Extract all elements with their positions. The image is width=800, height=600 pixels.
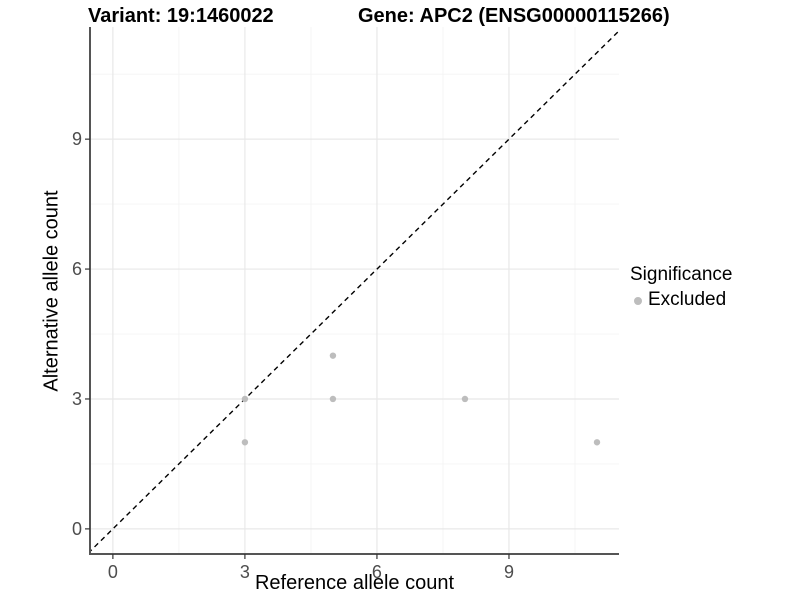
- legend: Significance Excluded: [630, 264, 732, 311]
- x-tick-label: 0: [108, 562, 118, 582]
- y-tick-label: 9: [72, 129, 82, 149]
- y-tick-label: 3: [72, 389, 82, 409]
- y-axis-title: Alternative allele count: [40, 190, 63, 392]
- legend-item-excluded: Excluded: [630, 289, 732, 311]
- variant-title: Variant: 19:1460022: [88, 5, 274, 27]
- legend-key-dot: [634, 296, 642, 305]
- data-point: [329, 352, 337, 359]
- x-axis-title: Reference allele count: [254, 572, 454, 594]
- x-tick-label: 6: [372, 562, 382, 582]
- legend-item-label: Excluded: [648, 289, 727, 310]
- data-point: [329, 395, 337, 403]
- y-tick-label: 0: [72, 519, 82, 539]
- x-tick-label: 3: [240, 562, 250, 582]
- data-point: [593, 439, 601, 446]
- y-tick-label: 6: [72, 259, 82, 279]
- data-point: [241, 395, 249, 403]
- data-point: [461, 395, 469, 403]
- legend-title: Significance: [630, 264, 733, 285]
- data-point: [241, 439, 249, 446]
- x-tick-label: 9: [504, 562, 514, 582]
- gene-title: Gene: APC2 (ENSG00000115266): [358, 5, 670, 27]
- identity-line: [90, 29, 619, 553]
